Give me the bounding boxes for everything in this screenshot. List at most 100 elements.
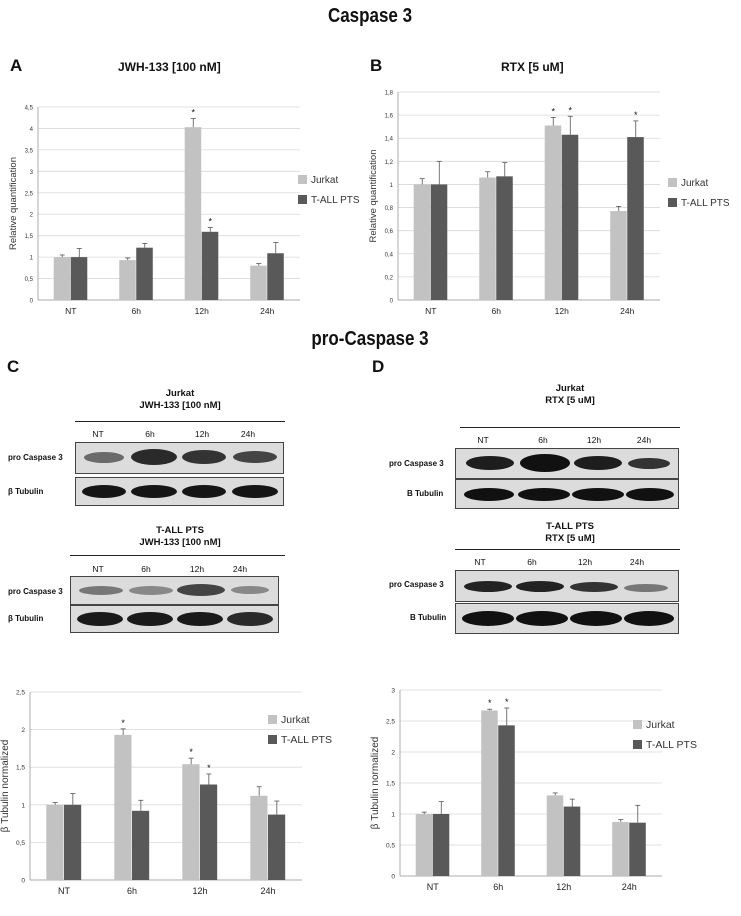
chart-d: 0 0,5 1 1,5 2 2,5 3 β Tubulin normalized NT 6h * * 1… (370, 688, 697, 893)
x-tick-label: NT (427, 882, 439, 892)
legend-label: T-ALL PTS (681, 198, 730, 209)
y-tick-label: 2 (391, 750, 395, 757)
bar-tall-pts (629, 822, 646, 876)
blot-header-line2: RTX [5 uM] (545, 395, 595, 406)
y-tick-label: 0,2 (385, 275, 394, 281)
bar-jurkat (610, 211, 627, 300)
y-tick-label: 1,4 (385, 137, 394, 143)
bar-tall-pts (200, 784, 218, 880)
y-tick-label: 2 (21, 727, 25, 734)
y-tick-label: 0 (30, 299, 34, 305)
legend-swatch (298, 195, 307, 204)
blot-d-top-header: Jurkat RTX [5 uM] (460, 383, 680, 407)
x-tick-label: 12h (192, 886, 207, 896)
legend-label: Jurkat (646, 719, 675, 731)
y-tick-label: 2,5 (25, 191, 34, 197)
lane-label: 12h (577, 557, 593, 567)
y-tick-label: 0,6 (385, 229, 394, 235)
panel-b-letter: B (370, 56, 383, 75)
bar-jurkat (53, 257, 71, 300)
x-tick-label: 6h (493, 882, 503, 892)
blot-pro-caspase3 (70, 576, 279, 605)
lane-label: 6h (145, 429, 155, 439)
bar-tall-pts (70, 257, 88, 300)
y-tick-label: 1,5 (386, 781, 395, 788)
y-tick-label: 1,5 (25, 234, 34, 240)
bar-tall-pts (430, 184, 448, 300)
y-tick-label: 3,5 (25, 148, 34, 154)
figure-title: Caspase 3 (327, 5, 413, 27)
legend-swatch (268, 735, 277, 744)
blot-row-label: B Tubulin (410, 613, 447, 622)
blot-divider (75, 421, 285, 422)
x-tick-label: 6h (492, 306, 502, 316)
blot-d-bottom-header: T-ALL PTS RTX [5 uM] (460, 521, 680, 545)
bar-jurkat (119, 260, 136, 300)
y-tick-label: 1,5 (16, 765, 25, 772)
lane-label: 24h (240, 429, 256, 439)
bar-jurkat (546, 795, 564, 876)
blot-header-line2: JWH-133 [100 nM] (139, 537, 221, 548)
significance-asterisk: * (121, 718, 125, 728)
legend-swatch (668, 198, 677, 207)
x-tick-label: 6h (127, 886, 137, 896)
y-tick-label: 0,8 (385, 206, 394, 212)
bar-tall-pts (561, 134, 579, 300)
y-tick-label: 0 (390, 299, 394, 305)
lane-label: 6h (141, 564, 151, 574)
blot-beta-tubulin (455, 479, 679, 509)
blot-row-label: pro Caspase 3 (389, 580, 444, 589)
bar-jurkat (544, 125, 562, 300)
bar-jurkat (184, 127, 202, 300)
significance-asterisk: * (189, 747, 193, 757)
y-tick-label: 0,5 (25, 277, 34, 283)
significance-asterisk: * (488, 698, 492, 708)
blot-header-line2: RTX [5 uM] (545, 533, 595, 544)
bar-jurkat (479, 177, 496, 300)
legend-swatch (633, 720, 642, 729)
y-tick-label: 1 (21, 802, 25, 809)
y-tick-label: 4 (30, 127, 34, 133)
bar-jurkat (250, 265, 267, 300)
bar-tall-pts (268, 814, 286, 880)
bar-jurkat (114, 734, 132, 880)
y-tick-label: 0 (391, 874, 395, 881)
x-tick-label: NT (65, 306, 76, 316)
bar-tall-pts (563, 806, 581, 876)
blot-header-line2: JWH-133 [100 nM] (139, 400, 221, 411)
y-tick-label: 4,5 (25, 106, 34, 112)
y-tick-label: 1,2 (385, 160, 394, 166)
y-axis-label: β Tubulin normalized (0, 740, 11, 833)
lane-label: 6h (538, 435, 548, 445)
blot-beta-tubulin (455, 603, 679, 634)
y-axis-label: Relative quantification (8, 157, 19, 250)
bar-jurkat (250, 795, 268, 880)
blot-pro-caspase3 (455, 448, 679, 479)
y-tick-label: 0,5 (16, 840, 25, 847)
significance-asterisk: * (191, 108, 195, 118)
x-tick-label: 12h (555, 306, 569, 316)
blot-header-line1: Jurkat (555, 383, 585, 394)
y-tick-label: 2,5 (16, 690, 25, 697)
blot-header-line1: T-ALL PTS (156, 525, 204, 536)
blot-header-line1: Jurkat (165, 388, 195, 399)
lane-label: 6h (527, 557, 537, 567)
legend-label: T-ALL PTS (311, 195, 360, 206)
y-tick-label: 0,5 (386, 843, 395, 850)
legend-label: Jurkat (681, 178, 708, 189)
x-tick-label: 6h (132, 306, 142, 316)
panel-b-title: RTX [5 uM] (501, 60, 564, 74)
significance-asterisk: * (551, 106, 555, 116)
blot-c-bottom-header: T-ALL PTS JWH-133 [100 nM] (75, 525, 285, 549)
bar-jurkat (46, 804, 64, 880)
bar-jurkat (413, 184, 431, 300)
legend-swatch (633, 740, 642, 749)
blot-pro-caspase3 (75, 442, 284, 474)
y-tick-label: 1 (391, 812, 395, 819)
blot-row-label: pro Caspase 3 (8, 587, 63, 596)
blot-divider (455, 549, 680, 550)
legend-swatch (298, 175, 307, 184)
chart-c: 0 0,5 1 1,5 2 2,5 β Tubulin normalized NT 6h * 12h… (0, 690, 332, 897)
x-tick-label: 12h (195, 306, 209, 316)
legend-swatch (268, 715, 277, 724)
